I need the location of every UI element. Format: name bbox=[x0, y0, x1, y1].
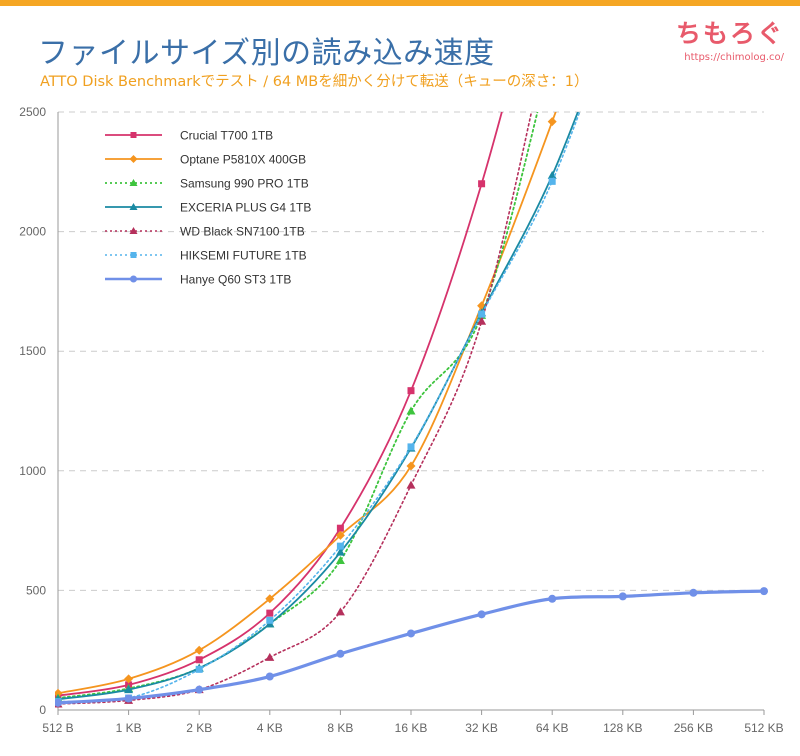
y-tick-label: 500 bbox=[26, 583, 46, 597]
legend-item: Samsung 990 PRO 1TB bbox=[105, 177, 309, 191]
x-tick-label: 128 KB bbox=[603, 721, 642, 735]
legend-swatch-marker bbox=[129, 227, 138, 234]
brand-logo: ちもろぐ https://chimolog.co/ bbox=[676, 14, 784, 63]
data-point bbox=[55, 698, 62, 707]
series-samsung-990-pro-1tb bbox=[55, 112, 539, 702]
series-line bbox=[57, 112, 503, 697]
data-point bbox=[336, 524, 344, 532]
data-point bbox=[55, 688, 63, 698]
data-point bbox=[266, 609, 274, 617]
x-tick-label: 4 KB bbox=[257, 721, 283, 735]
legend-swatch-marker bbox=[129, 155, 138, 163]
data-point bbox=[478, 310, 486, 318]
legend-item: HIKSEMI FUTURE 1TB bbox=[105, 249, 307, 263]
data-point bbox=[265, 594, 275, 604]
data-point bbox=[195, 685, 204, 694]
data-point bbox=[335, 556, 345, 564]
y-tick-label: 0 bbox=[39, 703, 46, 717]
legend-item: WD Black SN7100 1TB bbox=[105, 225, 305, 239]
series-line bbox=[57, 112, 533, 705]
legend-item: Optane P5810X 400GB bbox=[105, 153, 306, 167]
series-line bbox=[57, 112, 539, 699]
x-tick-label: 512 B bbox=[42, 721, 73, 735]
brand-name: ちもろぐ bbox=[675, 19, 784, 48]
data-point bbox=[265, 652, 275, 661]
x-tick-label: 2 KB bbox=[186, 721, 212, 735]
legend: Crucial T700 1TB Optane P5810X 400GB Samsu… bbox=[105, 129, 311, 287]
series-line bbox=[56, 589, 766, 705]
y-tick-label: 1000 bbox=[19, 464, 46, 478]
legend-label: Crucial T700 1TB bbox=[180, 129, 273, 143]
data-point bbox=[335, 547, 345, 556]
legend-swatch-marker bbox=[130, 132, 137, 138]
data-point bbox=[760, 587, 768, 596]
legend-swatch-marker bbox=[130, 252, 137, 258]
series-line bbox=[57, 112, 581, 703]
series-hiksemi-future-1tb bbox=[55, 112, 581, 706]
data-point bbox=[265, 672, 274, 681]
axes: 0 500 1000 1500 2000 2500 512 B 1 KB 2 KB 4 KB 8 K… bbox=[19, 105, 783, 735]
chart-title: ファイルサイズ別の読み込み速度 bbox=[38, 36, 495, 71]
gridlines bbox=[58, 111, 764, 591]
data-point bbox=[406, 406, 416, 415]
data-point bbox=[195, 665, 203, 673]
data-point bbox=[336, 542, 344, 550]
brand-url: https://chimolog.co/ bbox=[684, 52, 784, 63]
legend-item: Crucial T700 1TB bbox=[105, 129, 273, 143]
data-point bbox=[124, 685, 134, 694]
data-point bbox=[548, 594, 557, 603]
data-point bbox=[335, 607, 345, 616]
data-point bbox=[336, 649, 345, 658]
data-point bbox=[124, 694, 133, 703]
legend-swatch-marker bbox=[130, 275, 137, 283]
legend-label: WD Black SN7100 1TB bbox=[180, 225, 305, 239]
x-tick-label: 256 KB bbox=[674, 721, 713, 735]
data-point bbox=[266, 616, 274, 624]
x-tick-label: 1 KB bbox=[116, 721, 142, 735]
data-point bbox=[194, 645, 204, 655]
data-point bbox=[407, 629, 415, 638]
data-point bbox=[478, 180, 486, 188]
data-point bbox=[477, 610, 486, 619]
legend-swatch-marker bbox=[129, 179, 138, 186]
legend-label: Optane P5810X 400GB bbox=[180, 153, 306, 167]
data-point bbox=[547, 170, 557, 179]
data-point bbox=[548, 177, 556, 185]
top-accent-bar bbox=[0, 0, 800, 6]
x-tick-label: 8 KB bbox=[327, 721, 353, 735]
data-point bbox=[407, 443, 415, 451]
x-tick-label: 16 KB bbox=[395, 721, 428, 735]
data-point bbox=[406, 480, 416, 489]
legend-label: HIKSEMI FUTURE 1TB bbox=[180, 249, 307, 263]
x-tick-label: 64 KB bbox=[536, 721, 569, 735]
data-point bbox=[124, 674, 134, 684]
data-point bbox=[407, 387, 415, 395]
y-tick-label: 2500 bbox=[19, 105, 46, 119]
data-point bbox=[618, 592, 627, 601]
series-optane-p5810x-400gb bbox=[55, 112, 557, 698]
series-layer bbox=[55, 112, 768, 708]
series-wd-black-sn7100-1tb bbox=[55, 112, 533, 708]
x-tick-label: 32 KB bbox=[465, 721, 498, 735]
y-tick-label: 2000 bbox=[19, 225, 46, 239]
data-point bbox=[406, 461, 416, 471]
data-point bbox=[689, 588, 698, 597]
legend-label: EXCERIA PLUS G4 1TB bbox=[180, 201, 311, 215]
series-line bbox=[57, 112, 557, 695]
data-point bbox=[477, 316, 487, 325]
data-point bbox=[195, 656, 203, 664]
legend-item: Hanye Q60 ST3 1TB bbox=[105, 273, 291, 287]
legend-label: Samsung 990 PRO 1TB bbox=[180, 177, 309, 191]
data-point bbox=[547, 117, 557, 127]
legend-item: EXCERIA PLUS G4 1TB bbox=[105, 201, 311, 215]
series-line bbox=[57, 112, 579, 701]
x-tick-label: 512 KB bbox=[744, 721, 783, 735]
chart-subtitle: ATTO Disk Benchmarkでテスト / 64 MBを細かく分けて転送… bbox=[40, 74, 589, 90]
series-hanye-q60-st3-1tb bbox=[55, 587, 768, 707]
legend-swatch-marker bbox=[129, 203, 138, 210]
y-tick-label: 1500 bbox=[19, 344, 46, 358]
data-point bbox=[335, 530, 345, 540]
legend-label: Hanye Q60 ST3 1TB bbox=[180, 273, 291, 287]
